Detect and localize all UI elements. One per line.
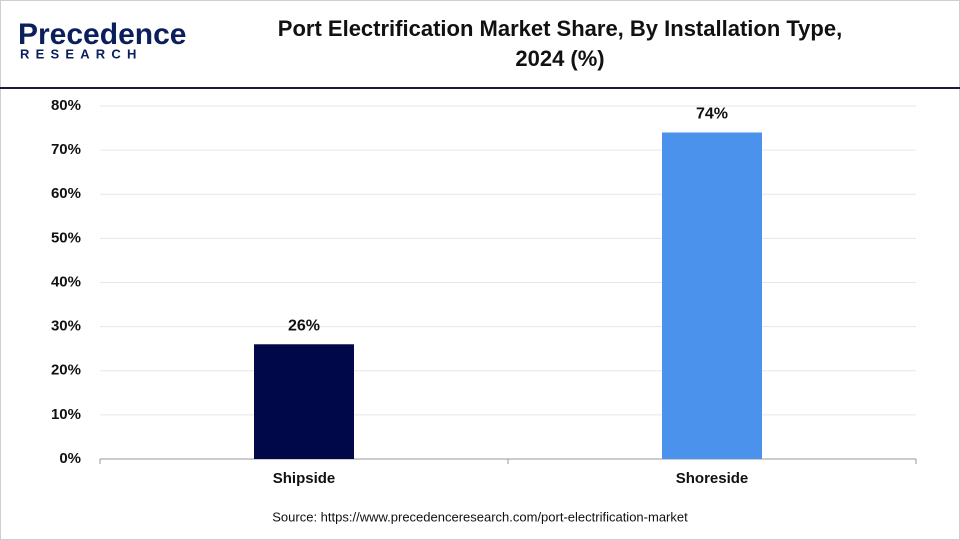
y-tick-label: 30% <box>51 318 81 335</box>
y-tick-label: 10% <box>51 406 81 423</box>
y-tick-label: 70% <box>51 141 81 158</box>
bar <box>254 344 354 459</box>
x-tick-label: Shoreside <box>676 470 749 487</box>
y-tick-label: 40% <box>51 273 81 290</box>
logo: Precedence RESEARCH <box>18 18 186 62</box>
x-tick-label: Shipside <box>273 470 336 487</box>
source: Source: https://www.precedenceresearch.c… <box>272 509 688 524</box>
bar <box>662 132 762 459</box>
y-tick-label: 80% <box>51 97 81 114</box>
logo-name: Precedence <box>18 18 186 51</box>
y-tick-label: 0% <box>59 450 81 467</box>
chart-title: 2024 (%) <box>515 46 604 71</box>
y-tick-label: 60% <box>51 185 81 202</box>
logo-tagline: RESEARCH <box>20 46 143 61</box>
y-tick-label: 20% <box>51 362 81 379</box>
y-tick-label: 50% <box>51 229 81 246</box>
chart-title: Port Electrification Market Share, By In… <box>278 16 842 41</box>
value-label: 74% <box>696 106 728 123</box>
value-label: 26% <box>288 317 320 334</box>
